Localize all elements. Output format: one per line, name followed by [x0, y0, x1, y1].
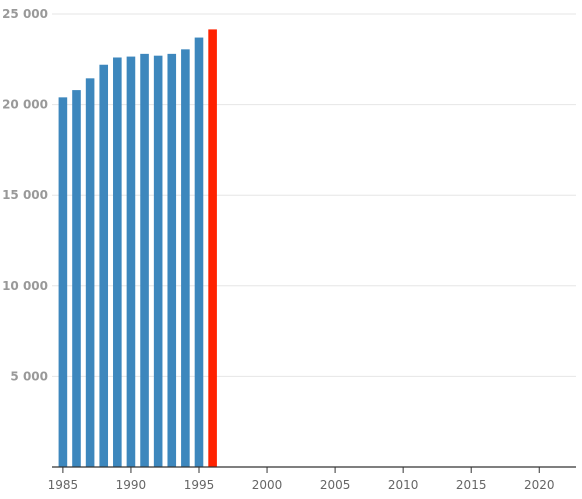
- y-tick-label-10000: 10 000: [2, 279, 48, 293]
- bar-1995: [194, 37, 204, 467]
- y-tick-label-5000: 5 000: [10, 369, 48, 383]
- x-tick-label-2005: 2005: [320, 478, 351, 492]
- bar-1986: [72, 90, 81, 467]
- x-tick-label-2015: 2015: [456, 478, 487, 492]
- bar-1989: [113, 57, 122, 467]
- bar-1993: [167, 53, 177, 467]
- x-tick-label-2000: 2000: [252, 478, 283, 492]
- y-tick-label-25000: 25 000: [2, 7, 48, 21]
- bar-1990: [126, 56, 136, 467]
- bar-1988: [99, 64, 109, 468]
- x-tick-label-2020: 2020: [524, 478, 555, 492]
- x-tick-label-1995: 1995: [184, 478, 215, 492]
- x-tick-label-1985: 1985: [48, 478, 79, 492]
- bars-layer: [58, 29, 217, 468]
- y-tick-label-20000: 20 000: [2, 98, 48, 112]
- x-tick-label-1990: 1990: [116, 478, 147, 492]
- bar-1994: [181, 49, 190, 468]
- x-tick-label-2010: 2010: [388, 478, 419, 492]
- bar-1987: [85, 78, 95, 468]
- grid-layer: [52, 13, 576, 377]
- bar-1991: [140, 53, 149, 467]
- y-tick-label-15000: 15 000: [2, 188, 48, 202]
- bar-1985: [58, 97, 68, 468]
- bar-1992: [153, 55, 163, 468]
- labels-layer: 5 000 10 000 15 000 20 000 25 000 1985 1990 199…: [2, 7, 554, 492]
- axis-layer: [52, 466, 576, 473]
- bar-1996: [208, 29, 217, 467]
